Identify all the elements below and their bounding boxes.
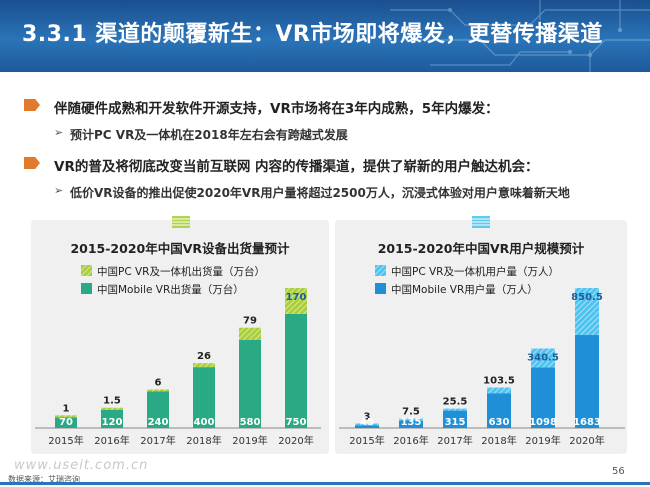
x-tick-label-4: 2019年 — [525, 434, 560, 447]
bar-mobile-2 — [443, 410, 467, 428]
chart-1-title: 2015-2020年中国VR设备出货量预计 — [70, 241, 290, 256]
bar-pc-4 — [531, 348, 555, 368]
legend-swatch-0 — [81, 265, 92, 276]
data-label-mobile-2: 240 — [148, 417, 169, 428]
data-label-pc-3: 26 — [197, 351, 211, 362]
bar-pc-4 — [239, 327, 261, 340]
section-number: 3.3.1 — [22, 22, 88, 47]
x-tick-label-5: 2020年 — [278, 434, 313, 447]
legend-swatch-1 — [81, 283, 92, 294]
slide-header: 3.3.1 渠道的颠覆新生：VR市场即将爆发，更替传播渠道 — [0, 0, 650, 72]
x-tick-label-2: 2017年 — [140, 434, 175, 447]
footer-divider — [0, 482, 650, 485]
data-label-pc-2: 6 — [155, 377, 162, 388]
bar-mobile-4 — [239, 339, 261, 428]
data-label-mobile-1: 120 — [102, 417, 123, 428]
legend-entry-0: 中国PC VR及一体机用户量（万人） — [391, 265, 559, 278]
x-tick-label-5: 2020年 — [569, 434, 604, 447]
bar-pc-3 — [193, 363, 215, 368]
data-label-mobile-4: 580 — [240, 417, 261, 428]
page-title: 3.3.1 渠道的颠覆新生：VR市场即将爆发，更替传播渠道 — [22, 16, 603, 48]
bar-pc-0 — [55, 415, 77, 418]
legend-entry-1: 中国Mobile VR用户量（万人） — [391, 283, 538, 296]
bar-mobile-5 — [575, 335, 599, 428]
bar-mobile-4 — [531, 367, 555, 428]
data-label-mobile-4: 1098 — [529, 417, 557, 428]
bullet-1: 伴随硬件成熟和开发软件开源支持，VR市场将在3年内成熟，5年内爆发： — [24, 97, 624, 117]
data-label-pc-1: 7.5 — [402, 407, 420, 418]
bar-mobile-0 — [55, 417, 77, 428]
data-label-pc-2: 25.5 — [443, 397, 468, 408]
bar-pc-5 — [285, 288, 307, 314]
bar-mobile-2 — [147, 391, 169, 428]
data-label-mobile-5: 750 — [286, 417, 307, 428]
watermark: www.useit.com.cn — [14, 458, 149, 473]
x-tick-label-1: 2016年 — [94, 434, 129, 447]
circuit-decoration-icon — [390, 0, 650, 72]
bullet-2: VR的普及将彻底改变当前互联网 内容的传播渠道，提供了崭新的用户触达机会： — [24, 155, 624, 175]
data-label-mobile-0: 45 — [360, 417, 374, 428]
legend-swatch-0 — [375, 265, 386, 276]
bar-mobile-0 — [355, 425, 379, 428]
x-tick-label-1: 2016年 — [393, 434, 428, 447]
chevron-right-icon: ➢ — [54, 184, 64, 197]
bar-mobile-1 — [101, 409, 123, 428]
data-label-mobile-5: 1683 — [573, 417, 601, 428]
bullet-1-text: 伴随硬件成熟和开发软件开源支持，VR市场将在3年内成熟，5年内爆发： — [54, 101, 499, 117]
x-tick-label-3: 2018年 — [186, 434, 221, 447]
panel-tab-green-icon — [172, 216, 190, 228]
x-tick-label-3: 2018年 — [481, 434, 516, 447]
data-label-pc-5: 850.5 — [571, 292, 603, 303]
chevron-right-icon: ➢ — [54, 126, 64, 139]
bar-pc-3 — [487, 387, 511, 394]
sub-bullet-2-text: 低价VR设备的推出促使2020年VR用户量将超过2500万人，沉浸式体验对用户意… — [70, 186, 570, 200]
x-tick-label-0: 2015年 — [349, 434, 384, 447]
bar-mobile-3 — [193, 367, 215, 428]
x-tick-label-4: 2019年 — [232, 434, 267, 447]
data-label-mobile-0: 70 — [59, 417, 73, 428]
sub-bullet-2: ➢ 低价VR设备的推出促使2020年VR用户量将超过2500万人，沉浸式体验对用… — [54, 184, 634, 200]
page-number: 56 — [612, 466, 625, 477]
data-label-mobile-3: 400 — [194, 417, 215, 428]
data-label-pc-4: 340.5 — [527, 353, 559, 364]
data-label-pc-3: 103.5 — [483, 375, 515, 386]
legend-entry-1: 中国Mobile VR出货量（万台） — [97, 283, 244, 296]
data-label-pc-5: 170 — [286, 292, 307, 303]
data-label-mobile-3: 630 — [489, 417, 510, 428]
sub-bullet-1: ➢ 预计PC VR及一体机在2018年左右会有跨越式发展 — [54, 126, 614, 142]
x-tick-label-2: 2017年 — [437, 434, 472, 447]
bar-pc-2 — [443, 408, 467, 411]
data-label-mobile-1: 135 — [401, 417, 422, 428]
bar-pc-1 — [101, 407, 123, 410]
arrow-bullet-icon — [24, 99, 40, 111]
bullet-2-text: VR的普及将彻底改变当前互联网 内容的传播渠道，提供了崭新的用户触达机会： — [54, 159, 539, 175]
arrow-bullet-icon — [24, 157, 40, 169]
chart-shipments: 中国PC VR及一体机出货量（万台）中国Mobile VR出货量（万台）1702… — [35, 265, 321, 447]
bar-mobile-1 — [399, 420, 423, 428]
data-label-pc-4: 79 — [243, 316, 257, 327]
data-source: 数据来源：艾瑞咨询 — [8, 475, 80, 484]
data-label-pc-0: 1 — [63, 403, 70, 414]
chart-2-title: 2015-2020年中国VR用户规模预计 — [377, 241, 585, 256]
data-label-mobile-2: 315 — [445, 417, 466, 428]
x-tick-label-0: 2015年 — [48, 434, 83, 447]
chart-users: 中国PC VR及一体机用户量（万人） 中国Mobile VR用户量（万人） 345 2… — [339, 265, 625, 447]
bar-pc-2 — [147, 389, 169, 392]
sub-bullet-1-text: 预计PC VR及一体机在2018年左右会有跨越式发展 — [70, 128, 348, 142]
bar-pc-0 — [355, 423, 379, 426]
bar-mobile-5 — [285, 313, 307, 428]
panel-tab-blue-icon — [472, 216, 490, 228]
data-label-pc-1: 1.5 — [103, 396, 121, 407]
bar-pc-5 — [575, 288, 599, 336]
data-label-pc-0: 3 — [364, 412, 371, 423]
bar-pc-1 — [399, 418, 423, 421]
legend-swatch-1 — [375, 283, 386, 294]
legend-entry-0: 中国PC VR及一体机出货量（万台） — [97, 265, 265, 278]
title-text: 渠道的颠覆新生：VR市场即将爆发，更替传播渠道 — [95, 22, 603, 47]
bar-mobile-3 — [487, 393, 511, 428]
chart-panel-shipments — [31, 220, 329, 454]
